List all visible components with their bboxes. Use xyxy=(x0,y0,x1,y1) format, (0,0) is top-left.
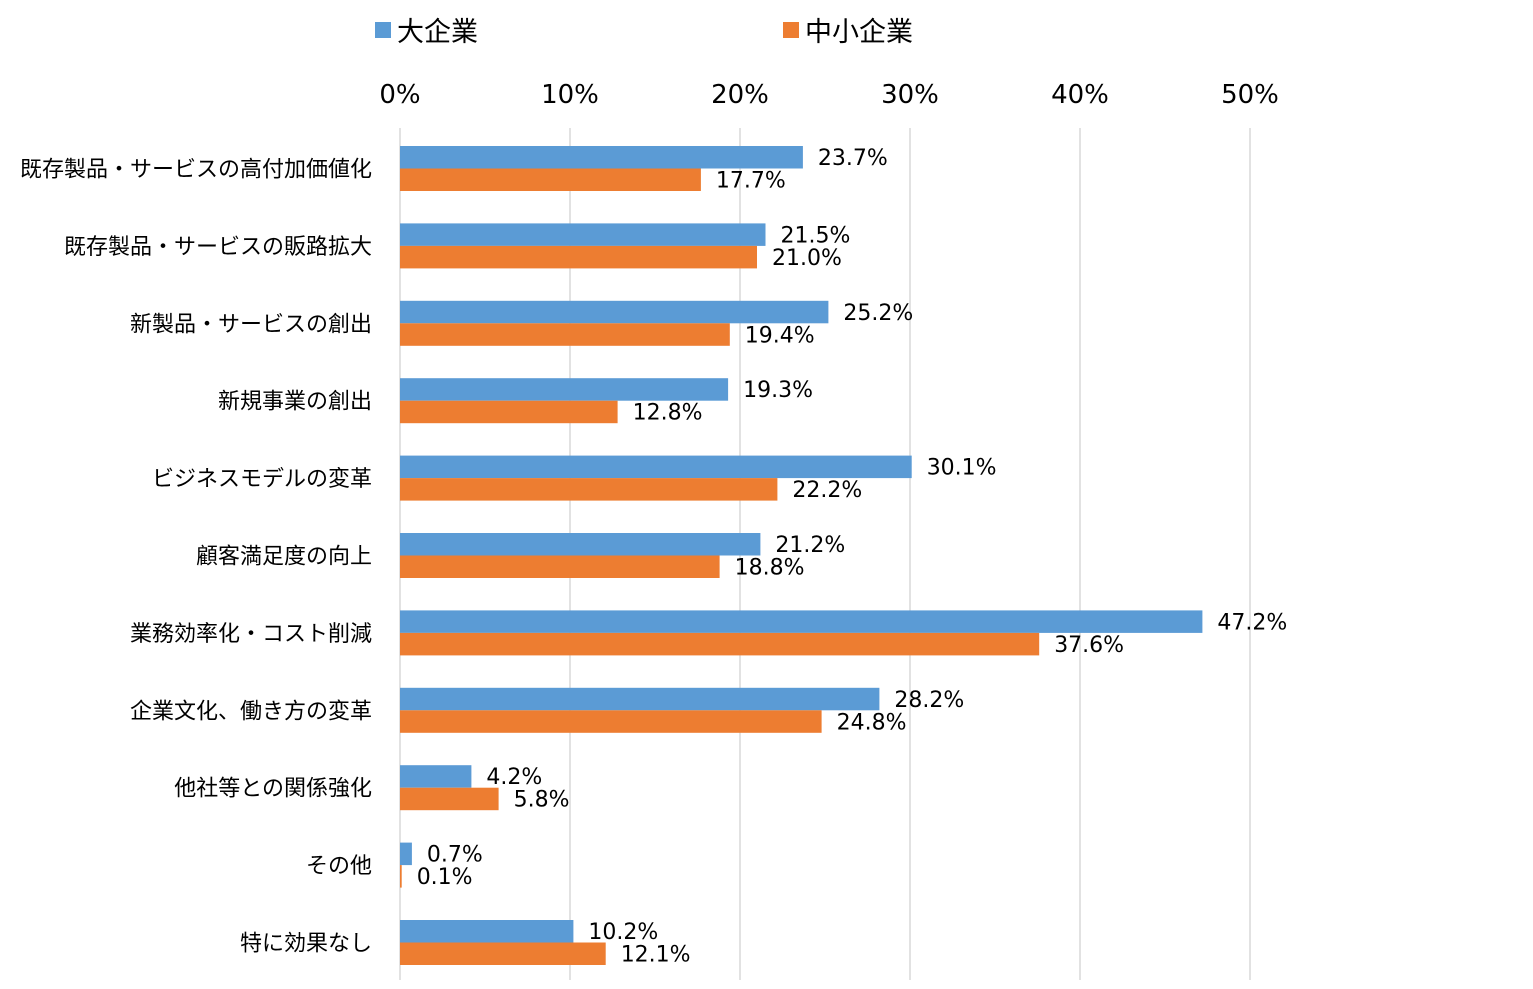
data-label-large: 23.7% xyxy=(818,146,888,171)
category-label: 既存製品・サービスの販路拡大 xyxy=(64,235,372,260)
bar-sme xyxy=(400,400,618,424)
data-label-sme: 18.8% xyxy=(735,556,805,581)
x-tick-label: 30% xyxy=(881,80,939,110)
x-tick-label: 20% xyxy=(711,80,769,110)
category-label: 既存製品・サービスの高付加価値化 xyxy=(20,158,372,183)
legend-label-sme: 中小企業 xyxy=(805,17,913,48)
x-axis-tick-labels: 0% 10% 20% 30% 40% 50% xyxy=(379,80,1279,110)
bar-large xyxy=(400,533,761,556)
bar-large xyxy=(400,687,880,711)
data-label-sme: 21.0% xyxy=(772,246,842,271)
legend: 大企業 中小企業 xyxy=(375,17,913,48)
category-label: 他社等との関係強化 xyxy=(174,777,372,802)
data-label-sme: 17.7% xyxy=(716,169,786,194)
bar-large xyxy=(400,455,912,479)
bar-sme xyxy=(400,323,730,346)
category-label: ビジネスモデルの変革 xyxy=(152,467,372,492)
data-label-large: 47.2% xyxy=(1217,610,1287,635)
category-label: その他 xyxy=(306,854,372,879)
x-tick-label: 10% xyxy=(541,80,599,110)
data-label-sme: 24.8% xyxy=(837,710,907,735)
bar-large xyxy=(400,223,766,246)
bar-sme xyxy=(400,942,606,965)
category-label: 企業文化、働き方の変革 xyxy=(130,699,372,724)
data-labels: 23.7% 17.7% 21.5%21.0% 25.2% 19.4% 19.3% 12.8%… xyxy=(417,146,1288,968)
data-label-large: 21.2% xyxy=(775,533,845,558)
data-label-large: 4.2% xyxy=(486,765,542,790)
bar-large xyxy=(400,300,829,324)
data-label-sme: 12.1% xyxy=(621,943,691,968)
x-tick-label: 40% xyxy=(1051,80,1109,110)
category-label: 新規事業の創出 xyxy=(218,390,372,415)
data-label-sme: 22.2% xyxy=(792,478,862,503)
legend-swatch-sme xyxy=(783,22,799,38)
bar-sme xyxy=(400,555,720,578)
category-label: 特に効果なし xyxy=(240,932,372,957)
category-label: 業務効率化・コスト削減 xyxy=(130,622,372,647)
category-label: 顧客満足度の向上 xyxy=(196,545,372,570)
data-label-sme: 37.6% xyxy=(1054,633,1124,658)
data-label-large: 0.7% xyxy=(427,843,483,868)
data-label-large: 25.2% xyxy=(843,301,913,326)
data-label-large: 19.3% xyxy=(743,378,813,403)
bars xyxy=(400,146,1203,965)
bar-sme xyxy=(400,245,757,269)
bar-sme xyxy=(400,865,402,888)
data-label-large: 10.2% xyxy=(588,920,658,945)
data-label-sme: 19.4% xyxy=(745,323,815,348)
bar-sme xyxy=(400,168,701,191)
bar-sme xyxy=(400,787,499,811)
data-label-large: 28.2% xyxy=(894,688,964,713)
data-label-large: 30.1% xyxy=(927,456,997,481)
bar-sme xyxy=(400,710,822,733)
data-label-sme: 5.8% xyxy=(514,788,570,813)
legend-label-large: 大企業 xyxy=(397,17,478,48)
data-label-sme: 0.1% xyxy=(417,865,473,890)
data-label-sme: 12.8% xyxy=(633,401,703,426)
bar-large xyxy=(400,378,729,401)
bar-large xyxy=(400,610,1203,633)
bar-sme xyxy=(400,478,778,501)
category-label: 新製品・サービスの創出 xyxy=(130,312,372,337)
bar-large xyxy=(400,842,412,866)
legend-swatch-large xyxy=(375,22,391,38)
data-label-large: 21.5% xyxy=(781,223,851,248)
bar-large xyxy=(400,920,574,943)
category-labels: 既存製品・サービスの高付加価値化既存製品・サービスの販路拡大新製品・サービスの創… xyxy=(20,158,372,957)
bar-sme xyxy=(400,632,1040,656)
bar-large xyxy=(400,146,803,169)
x-tick-label: 50% xyxy=(1221,80,1279,110)
x-tick-label: 0% xyxy=(379,80,420,110)
bar-large xyxy=(400,765,472,788)
